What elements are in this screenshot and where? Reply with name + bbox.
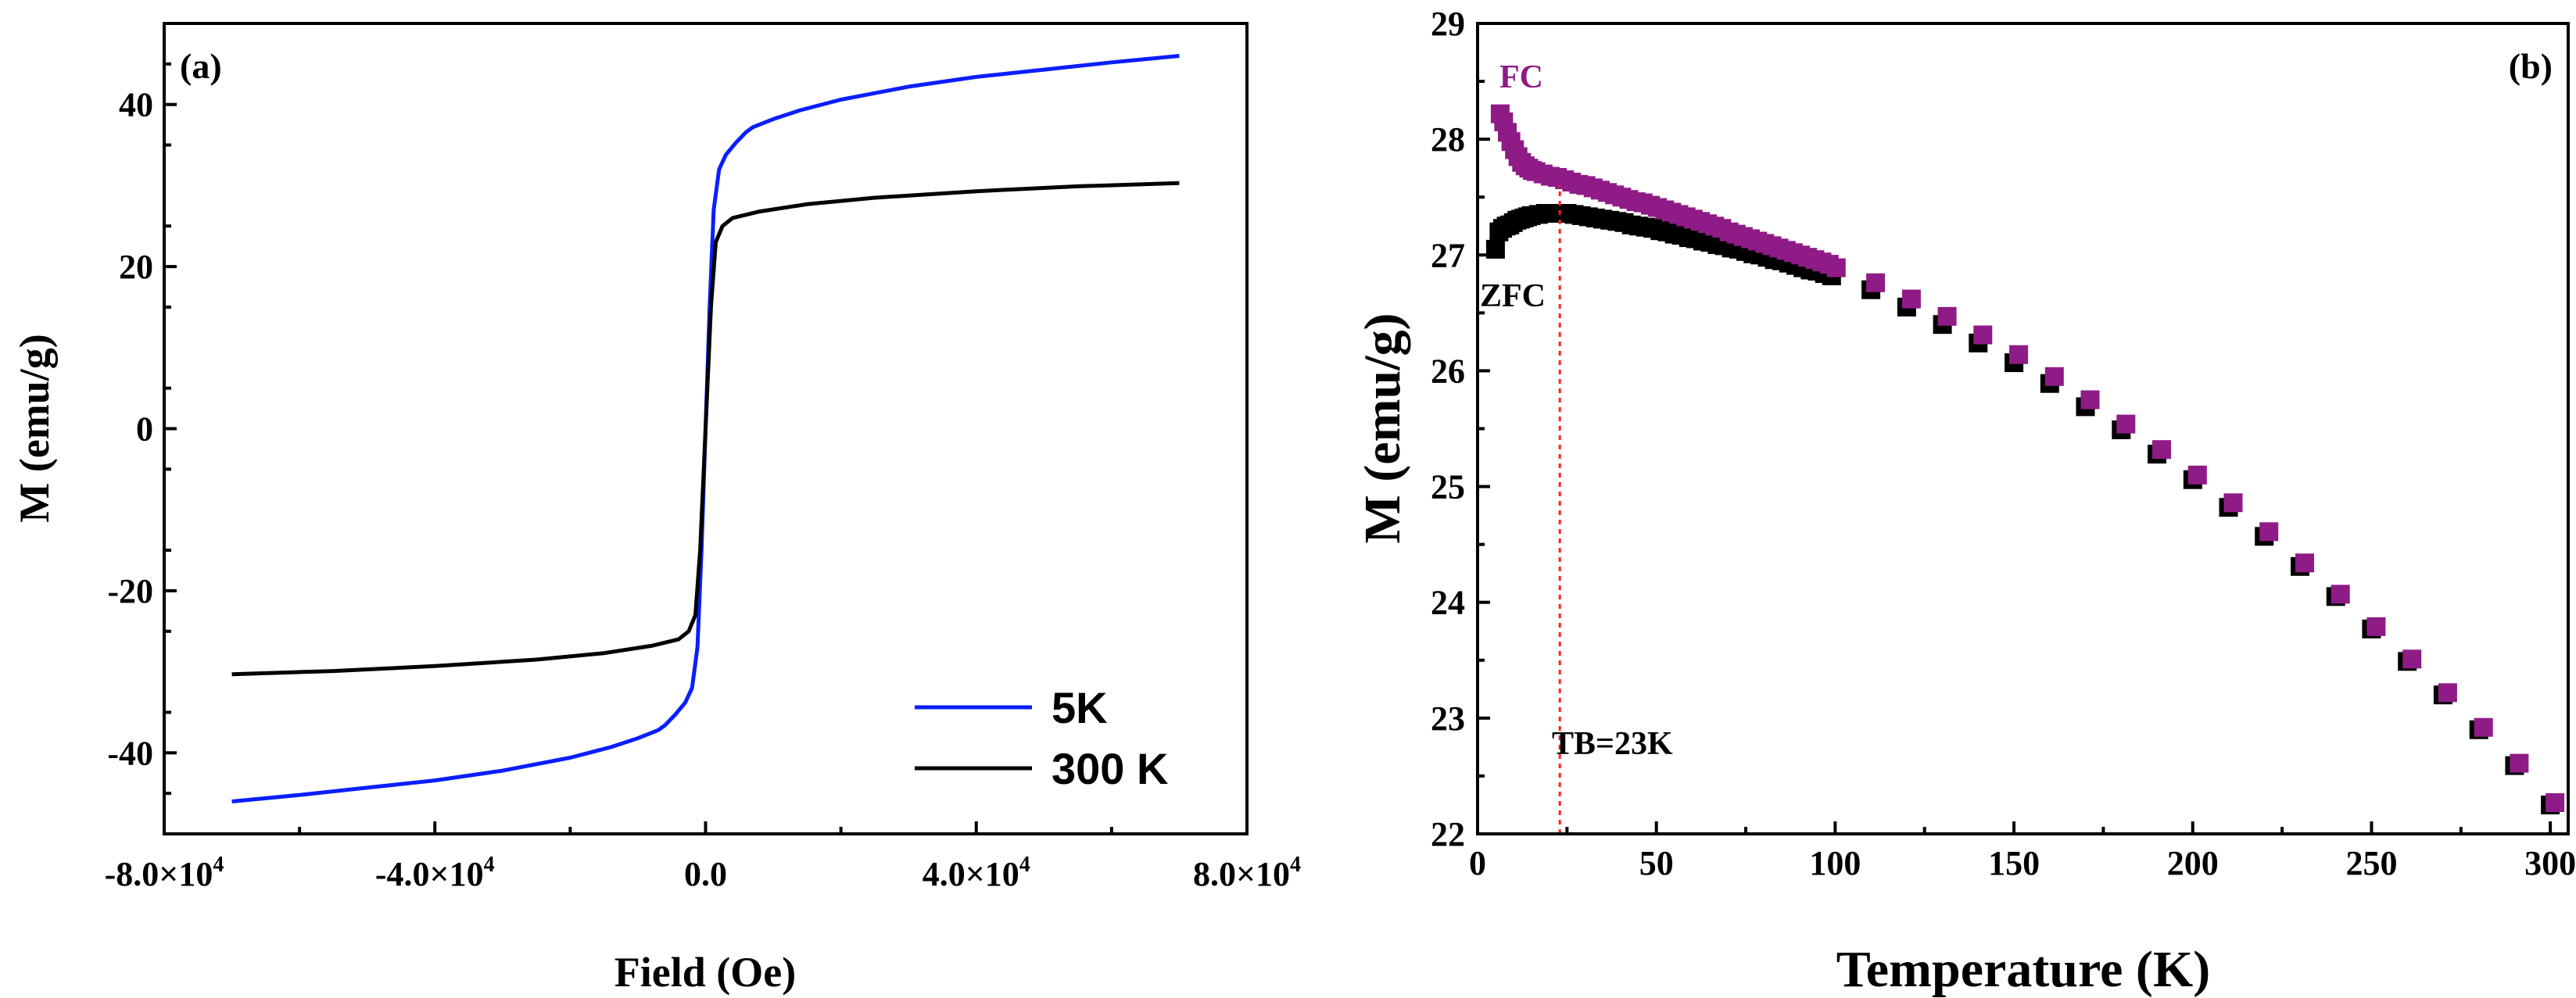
data-point-fc: [1973, 325, 1993, 345]
y-tick-label: 25: [1431, 468, 1465, 506]
y-tick-label: 20: [119, 248, 153, 286]
panel-b-label: (b): [2509, 46, 2553, 86]
x-tick-label: 50: [1639, 844, 1674, 882]
y-tick-label: 26: [1431, 352, 1465, 390]
y-tick-label: 23: [1431, 699, 1465, 738]
data-point-fc: [1937, 306, 1957, 326]
panel-a-x-ticks: -8.0×104 -4.0×104 0.0 4.0×104 8.0×104: [105, 821, 1301, 893]
panel-a-legend: 5K 300 K: [915, 683, 1168, 793]
panel-a-series-group: [231, 54, 1180, 803]
data-point-fc: [1866, 273, 1886, 292]
y-tick-label: 40: [119, 86, 153, 124]
data-point-fc: [1826, 258, 1846, 277]
panel-a-x-axis-title: Field (Oe): [614, 949, 796, 996]
x-tick-label: -8.0×104: [105, 853, 224, 893]
data-point-fc: [2152, 440, 2171, 460]
y-tick-label: 0: [136, 410, 153, 449]
y-tick-label: 24: [1431, 584, 1465, 622]
data-point-fc: [2366, 617, 2386, 636]
data-point-fc: [2474, 717, 2493, 737]
tb-annotation: TB=23K: [1552, 726, 1673, 762]
data-point-fc: [2510, 753, 2529, 773]
y-tick-label: -40: [107, 734, 153, 772]
data-point-fc: [2080, 390, 2100, 410]
y-tick-label: 29: [1431, 5, 1465, 43]
panel-a-label: (a): [180, 46, 222, 86]
x-tick-label: 100: [1809, 844, 1861, 882]
y-tick-label: 27: [1431, 236, 1465, 274]
panel-b-x-ticks: 0 50 100 150 200 250 300: [1469, 821, 2576, 882]
data-point-fc: [2044, 367, 2064, 386]
series-line-300-k: [231, 181, 1180, 677]
x-tick-label: 250: [2345, 844, 2397, 882]
data-point-fc: [2009, 345, 2029, 364]
zfc-annotation: ZFC: [1480, 278, 1546, 314]
data-point-fc: [2438, 683, 2457, 703]
series-fc: [1490, 104, 2565, 812]
panel-b-plot-frame: [1476, 22, 2570, 835]
y-tick-label: 22: [1431, 815, 1465, 853]
x-tick-label: 150: [1988, 844, 2040, 882]
panel-a-y-axis-title: M (emu/g): [11, 334, 58, 522]
y-tick-label: -20: [107, 572, 153, 610]
data-point-fc: [2402, 649, 2422, 669]
legend-label-300k: 300 K: [1052, 744, 1168, 793]
x-tick-label: 300: [2524, 844, 2576, 882]
x-tick-label: 4.0×104: [923, 853, 1030, 893]
y-tick-label: 28: [1431, 120, 1465, 159]
data-point-fc: [2116, 414, 2136, 434]
data-point-fc: [1901, 289, 1921, 309]
x-tick-label: -4.0×104: [375, 853, 495, 893]
panel-b-y-axis-title: M (emu/g): [1354, 313, 1411, 543]
panel-b-series-group: [1485, 104, 2565, 814]
panel-a-hysteresis-chart: -8.0×104 -4.0×104 0.0 4.0×104 8.0×104 -40 -20…: [11, 22, 1301, 996]
fc-annotation: FC: [1499, 59, 1543, 95]
data-point-fc: [2331, 585, 2350, 604]
data-point-fc: [2187, 465, 2207, 485]
x-tick-label: 8.0×104: [1193, 853, 1301, 893]
x-tick-label: 0: [1469, 844, 1486, 882]
x-tick-label: 0.0: [684, 855, 727, 893]
panel-a-y-ticks: -40 -20 0 20 40: [107, 62, 177, 796]
data-point-fc: [2223, 493, 2243, 513]
x-tick-label: 200: [2167, 844, 2219, 882]
data-point-fc: [2259, 522, 2279, 542]
data-point-fc: [2546, 793, 2565, 812]
data-point-fc: [2295, 553, 2314, 573]
panel-b-y-ticks: 22 23 24 25 26 27 28 29: [1431, 5, 1490, 853]
panel-b-x-axis-title: Temperature (K): [1836, 941, 2210, 998]
series-zfc: [1485, 204, 2560, 814]
legend-label-5k: 5K: [1052, 683, 1108, 732]
